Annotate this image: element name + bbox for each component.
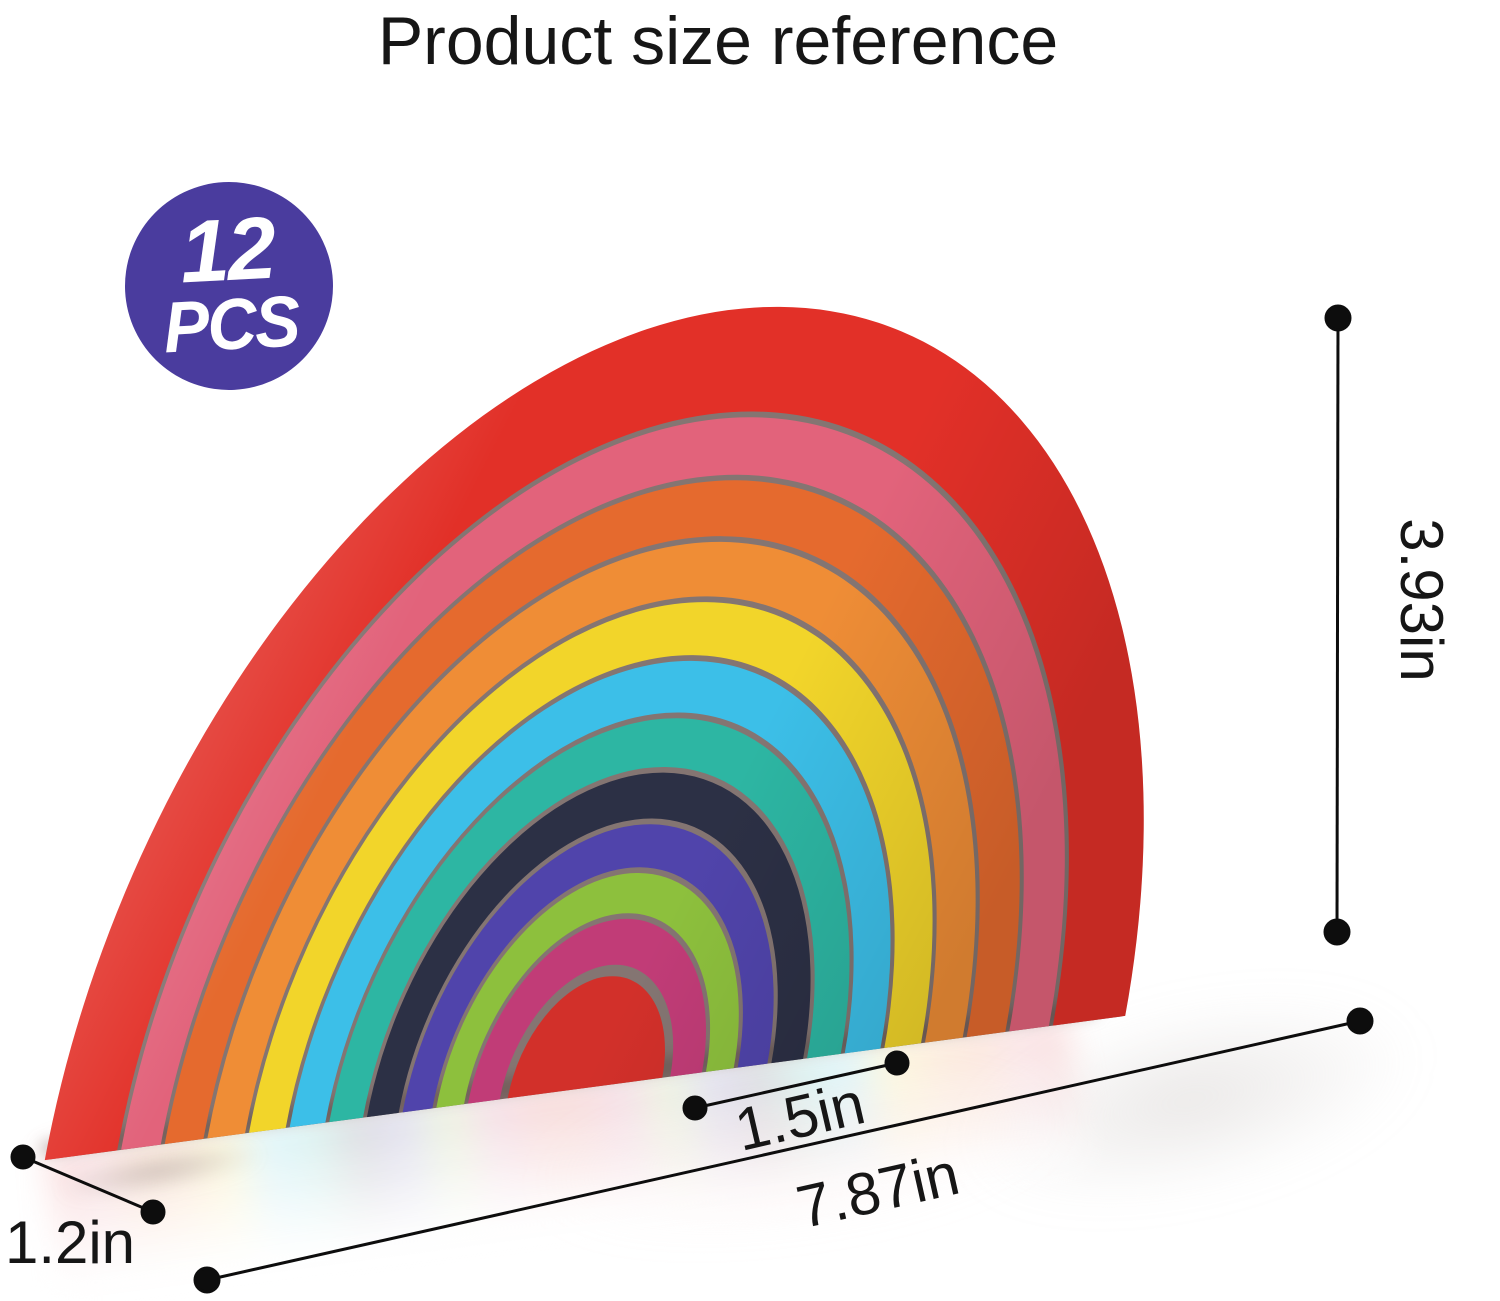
- badge-count: 12: [177, 197, 277, 302]
- inner-width-dimension-label: 1.5in: [728, 1069, 871, 1164]
- page-title: Product size reference: [377, 3, 1059, 79]
- total-width-dimension-label: 7.87in: [790, 1139, 965, 1242]
- dimension-dot: [193, 1266, 221, 1294]
- depth-dimension-label: 1.2in: [4, 1209, 136, 1276]
- dimension-dot: [1324, 304, 1352, 332]
- rainbow-svg: [44, 306, 1144, 1161]
- dimension-dot: [1323, 918, 1351, 946]
- dimension-dot: [1346, 1007, 1374, 1035]
- height-dimension-label: 3.93in: [1388, 518, 1455, 682]
- dimension-dot: [682, 1095, 708, 1121]
- rainbow-stacker-photo: [38, 224, 1275, 1171]
- height-dimension-line: [1335, 317, 1340, 933]
- dimension-dot: [140, 1199, 166, 1225]
- dimension-dot: [10, 1144, 36, 1170]
- badge-unit: PCS: [161, 281, 301, 369]
- lighting-overlay: [44, 306, 1144, 1161]
